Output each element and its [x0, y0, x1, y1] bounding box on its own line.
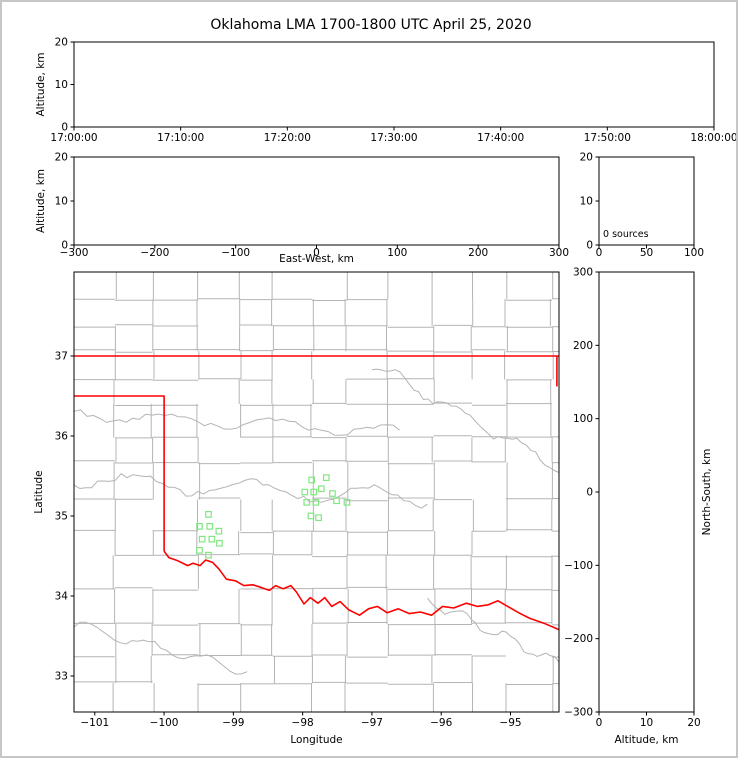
y-tick-label: 0 — [61, 240, 68, 252]
panel-ns_altitude: 0 10 20 −300 −200 −100 0 100 200 300 Altitude, km N… — [564, 267, 713, 747]
y-tick-label: 34 — [55, 591, 69, 603]
x-tick-label: −100 — [221, 247, 250, 259]
station-marker — [343, 499, 351, 506]
x-tick-label: 0 — [313, 247, 320, 259]
x-tick-label: −101 — [80, 717, 109, 729]
station-marker — [215, 527, 223, 535]
station-marker — [329, 490, 336, 497]
station-marker — [303, 499, 311, 506]
state-border-line — [163, 550, 559, 631]
y-tick-label: 36 — [55, 431, 69, 443]
x-tick-label: −95 — [499, 717, 521, 729]
x-tick-label: −99 — [222, 717, 244, 729]
y-tick-label: −200 — [564, 633, 593, 645]
x-tick-label: −96 — [430, 717, 452, 729]
state-border-line — [74, 395, 165, 552]
y-axis-label: Altitude, km — [35, 52, 47, 116]
station-marker — [308, 476, 315, 484]
panel-altitude_histogram: 0 50 100 0 10 20 0 sources — [580, 152, 704, 260]
panel-frame — [73, 271, 560, 713]
station-marker — [318, 485, 325, 493]
x-tick-label: 300 — [549, 247, 569, 259]
station-marker — [198, 535, 206, 543]
river-line — [427, 597, 559, 663]
x-tick-label: 17:10:00 — [157, 132, 204, 144]
x-tick-label: −98 — [292, 717, 314, 729]
x-tick-label: 17:40:00 — [477, 132, 524, 144]
station-marker — [312, 499, 320, 506]
x-tick-label: 20 — [687, 717, 700, 729]
x-tick-label: 17:20:00 — [264, 132, 311, 144]
panel-ew_altitude: −300 −200 −100 0 100 200 300 0 10 20 East-West, km… — [35, 152, 569, 266]
x-tick-label: 17:00:00 — [50, 132, 97, 144]
y-tick-label: 20 — [55, 152, 68, 164]
panel-time_height: 17:00:00 17:10:00 17:20:00 17:30:00 17:40:00… — [35, 37, 737, 145]
station-marker — [301, 488, 309, 496]
x-tick-label: 10 — [640, 717, 653, 729]
x-tick-label: −200 — [140, 247, 169, 259]
y-axis-label-right: North-South, km — [701, 449, 713, 536]
station-marker — [322, 474, 330, 481]
x-tick-label: −100 — [150, 717, 179, 729]
y-tick-label: 10 — [55, 196, 68, 208]
y-tick-label: 0 — [61, 122, 68, 134]
x-tick-label: 100 — [684, 247, 704, 259]
station-marker — [315, 514, 322, 522]
river-line — [74, 409, 400, 436]
river-line — [371, 368, 559, 473]
panel-frame — [73, 156, 560, 246]
x-tick-label: 18:00:00 — [690, 132, 737, 144]
x-tick-label: −300 — [60, 247, 89, 259]
y-tick-label: 10 — [580, 196, 593, 208]
station-marker — [208, 535, 216, 543]
y-tick-label: 0 — [586, 240, 593, 252]
panel-frame — [598, 271, 695, 713]
y-tick-label: 100 — [573, 413, 593, 425]
y-tick-label: 35 — [55, 511, 68, 523]
y-tick-label: 20 — [580, 152, 593, 164]
river-line — [74, 621, 248, 675]
y-tick-label: −100 — [564, 560, 593, 572]
station-marker — [216, 539, 223, 547]
panel-frame — [73, 41, 715, 128]
y-tick-label: −300 — [564, 707, 593, 719]
station-marker — [196, 546, 203, 554]
x-tick-label: 17:30:00 — [370, 132, 417, 144]
station-marker — [333, 497, 340, 505]
station-marker — [205, 551, 212, 559]
station-marker — [206, 522, 214, 530]
panels-group: 17:00:00 17:10:00 17:20:00 17:30:00 17:40:00… — [33, 37, 737, 747]
y-axis-label: Latitude — [33, 470, 45, 513]
sources-count-annotation: 0 sources — [603, 229, 649, 240]
station-marker — [196, 522, 203, 530]
x-tick-label: 0 — [596, 717, 603, 729]
y-tick-label: 33 — [55, 671, 68, 683]
chart-title: Oklahoma LMA 1700-1800 UTC April 25, 202… — [210, 17, 531, 33]
x-tick-label: 17:50:00 — [584, 132, 631, 144]
y-tick-label: 10 — [55, 79, 68, 91]
y-tick-label: 300 — [573, 267, 593, 279]
station-marker — [307, 512, 315, 520]
x-tick-label: −97 — [361, 717, 383, 729]
x-axis-label: East-West, km — [279, 253, 354, 265]
x-axis-label: Longitude — [290, 734, 342, 746]
x-tick-label: 0 — [596, 247, 603, 259]
x-tick-label: 50 — [640, 247, 653, 259]
x-tick-label: 200 — [468, 247, 488, 259]
panel-map: −101 −100 −99 −98 −97 −96 −95 33 34 35 36 37 Longitu… — [33, 271, 560, 746]
y-axis-label: Altitude, km — [35, 169, 47, 233]
y-tick-label: 0 — [586, 487, 593, 499]
x-tick-label: 100 — [387, 247, 407, 259]
y-tick-label: 200 — [573, 340, 593, 352]
station-marker — [310, 488, 318, 496]
y-tick-label: 20 — [55, 37, 68, 49]
x-axis-label: Altitude, km — [614, 734, 678, 746]
river-line — [74, 473, 428, 509]
y-tick-label: 37 — [55, 351, 68, 363]
station-marker — [205, 511, 212, 518]
map-layers — [74, 272, 559, 712]
